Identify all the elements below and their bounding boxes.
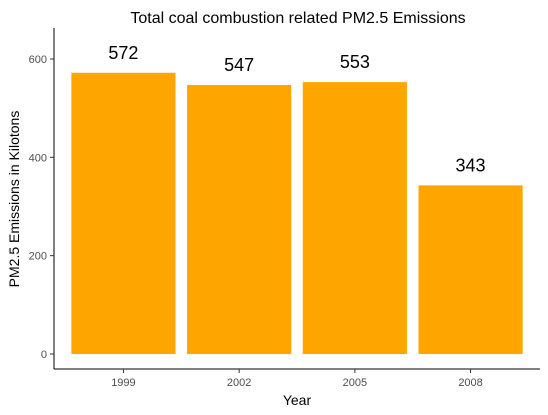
data-label-1999: 572 xyxy=(108,43,138,63)
y-axis-ticks: 0 200 400 600 xyxy=(29,54,54,361)
y-axis-label: PM2.5 Emissions in Kilotons xyxy=(6,111,22,288)
data-label-2008: 343 xyxy=(456,155,486,175)
data-label-2002: 547 xyxy=(224,55,254,75)
x-tick-label-2002: 2002 xyxy=(227,377,251,389)
x-axis-label: Year xyxy=(283,392,312,408)
bar-2002 xyxy=(187,85,292,354)
bars-group xyxy=(71,72,523,355)
y-tick-label-600: 600 xyxy=(29,54,47,66)
chart-title: Total coal combustion related PM2.5 Emis… xyxy=(130,10,465,27)
x-axis-ticks: 1999 2002 2005 2008 xyxy=(111,369,483,389)
bar-1999 xyxy=(71,72,176,355)
x-tick-label-1999: 1999 xyxy=(111,377,135,389)
x-tick-label-2005: 2005 xyxy=(343,377,367,389)
data-label-2005: 553 xyxy=(340,52,370,72)
bar-2005 xyxy=(302,82,407,355)
bar-2008 xyxy=(418,185,523,354)
y-tick-label-400: 400 xyxy=(29,152,47,164)
x-tick-label-2008: 2008 xyxy=(458,377,482,389)
y-tick-label-200: 200 xyxy=(29,251,47,263)
y-tick-label-0: 0 xyxy=(41,349,47,361)
data-labels-group: 572 547 553 343 xyxy=(108,43,485,176)
